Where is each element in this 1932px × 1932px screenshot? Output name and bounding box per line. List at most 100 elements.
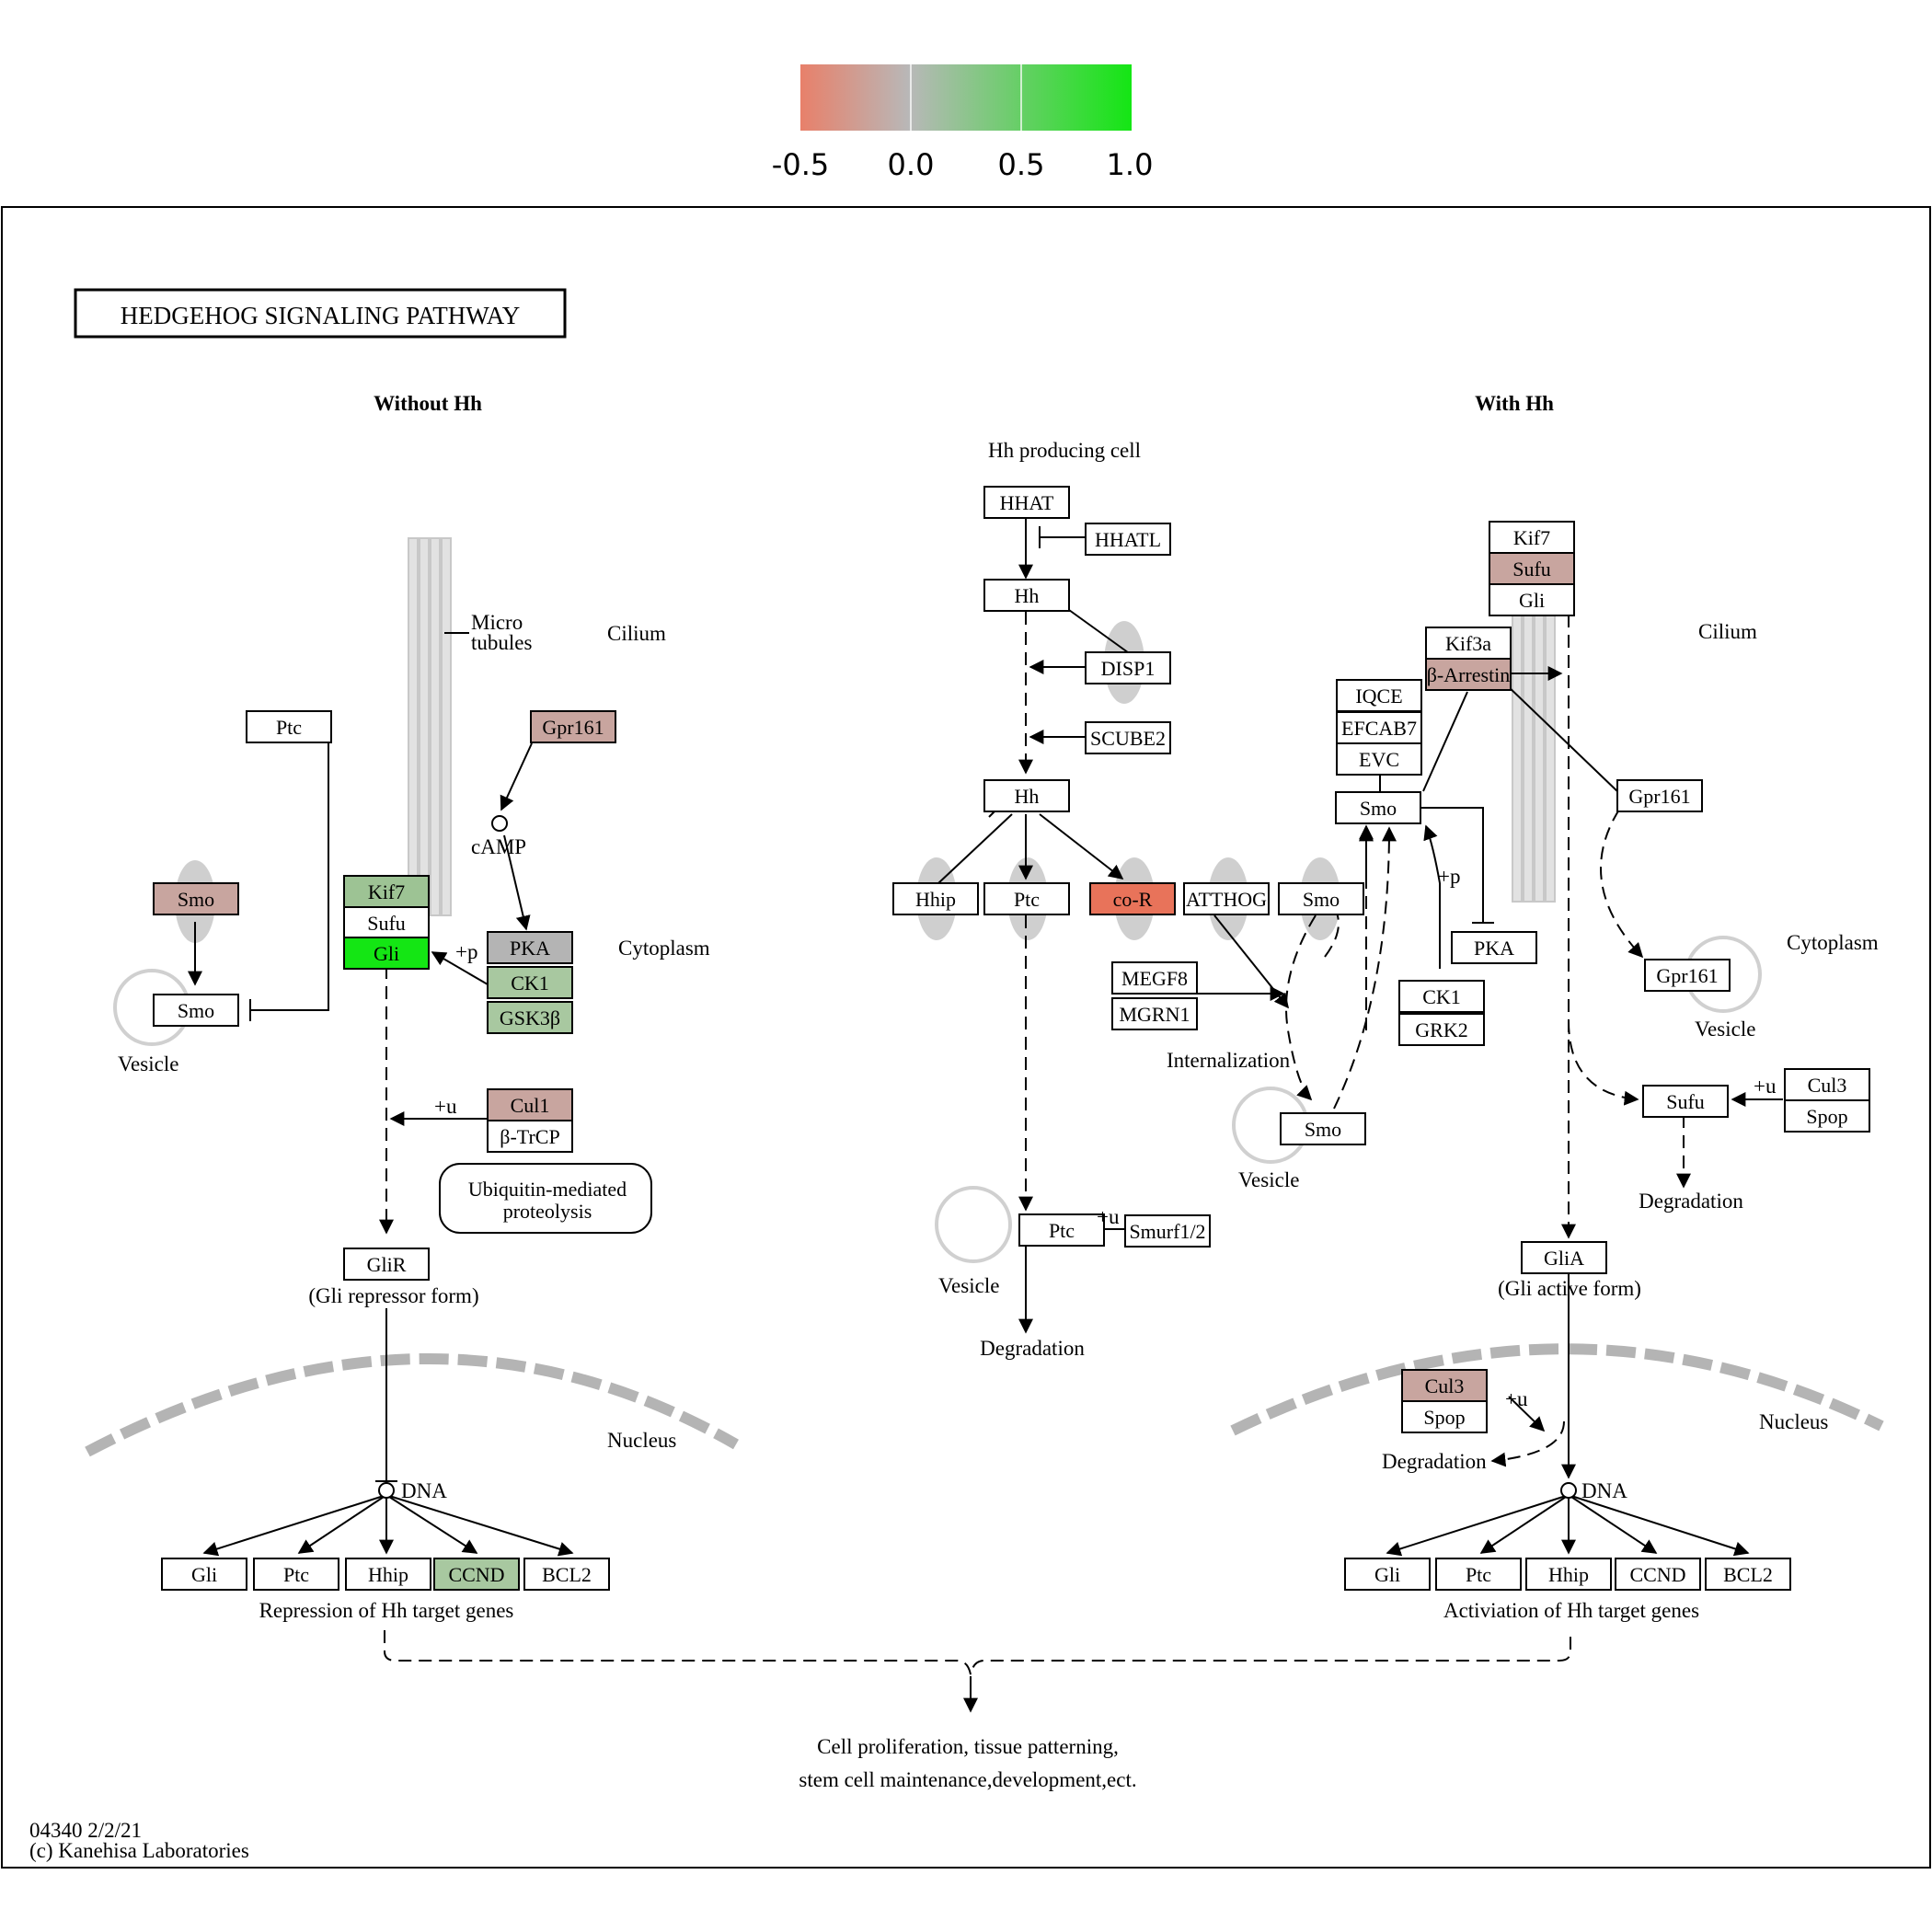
gene-node-right-t-ccnd[interactable]: CCND [1615,1558,1701,1591]
gene-node-right-glia[interactable]: GliA [1521,1241,1607,1274]
gene-node-left-t-gli[interactable]: Gli [161,1558,247,1591]
gene-node-mid-hhatl[interactable]: HHATL [1085,523,1171,556]
cilium-left-label: Cilium [607,622,666,645]
gene-node-label: β-TrCP [500,1125,559,1148]
plus-u-nuc-label: +u [1505,1387,1528,1410]
gene-node-label: CK1 [1422,985,1461,1008]
internalization-label: Internalization [1167,1049,1291,1072]
nucleus-right-label: Nucleus [1759,1410,1828,1433]
gene-node-label: Gpr161 [1628,785,1690,808]
gene-node-right-n-spop[interactable]: Spop [1401,1400,1488,1433]
gene-node-box [487,1001,573,1034]
glia-form-label: (Gli active form) [1498,1277,1641,1300]
gene-node-right-evc[interactable]: EVC [1336,742,1422,776]
gene-node-right-spop[interactable]: Spop [1784,1099,1870,1133]
gene-node-right-t-hhip[interactable]: Hhip [1525,1558,1612,1591]
gene-node-right-efcab7[interactable]: EFCAB7 [1336,711,1422,744]
gene-node-box [1336,742,1422,776]
gene-node-mid-hhip[interactable]: Hhip [892,882,979,915]
gene-node-label: CK1 [511,972,549,995]
gene-node-right-cul3[interactable]: Cul3 [1784,1068,1870,1101]
gene-node-right-barrestin[interactable]: β-Arrestin [1425,658,1512,691]
gene-node-box [1615,1558,1701,1591]
gene-node-box [345,1558,431,1591]
gene-node-label: Sufu [1512,558,1551,581]
gene-node-left-smo-vesicle[interactable]: Smo [153,994,239,1027]
gene-node-box [253,1558,339,1591]
gene-node-mid-disp1[interactable]: DISP1 [1085,651,1171,684]
plus-p-right-label: +p [1438,865,1460,888]
gene-node-right-smo[interactable]: Smo [1335,791,1421,824]
gene-node-left-ptc[interactable]: Ptc [246,710,332,743]
gene-node-box [1124,1214,1211,1248]
gene-node-right-t-gli[interactable]: Gli [1344,1558,1431,1591]
pathway-title: HEDGEHOG SIGNALING PATHWAY [121,302,521,329]
gene-node-box [1784,1099,1870,1133]
gene-node-right-n-cul3[interactable]: Cul3 [1401,1369,1488,1402]
gene-node-left-glir[interactable]: GliR [343,1248,430,1281]
gene-node-label: GSK3β [500,1006,560,1029]
gene-node-mid-ptc[interactable]: Ptc [983,882,1070,915]
gene-node-left-t-bcl2[interactable]: BCL2 [523,1558,610,1591]
gene-node-right-t-bcl2[interactable]: BCL2 [1705,1558,1791,1591]
diagram-labels: Micro tubules Cilium Cilium cAMP Cytopla… [29,611,1879,1862]
gene-node-right-ck1[interactable]: CK1 [1398,980,1485,1013]
gene-node-box [1085,523,1171,556]
gene-node-right-sufu[interactable]: Sufu [1489,552,1575,585]
gene-node-right-gpr161-vesicle[interactable]: Gpr161 [1644,959,1731,992]
gene-node-mid-mgrn1[interactable]: MGRN1 [1111,997,1198,1030]
gene-node-right-kif3a[interactable]: Kif3a [1425,627,1512,660]
gene-node-mid-hh1[interactable]: Hh [983,579,1070,612]
gene-node-label: PKA [1474,937,1514,960]
gene-node-left-t-ccnd[interactable]: CCND [433,1558,520,1591]
gene-node-right-grk2[interactable]: GRK2 [1398,1013,1485,1046]
gene-node-box [983,486,1070,519]
vesicle-left-label: Vesicle [118,1052,178,1075]
gene-node-mid-smo-mem[interactable]: Smo [1278,882,1364,915]
gene-node-left-gsk3b[interactable]: GSK3β [487,1001,573,1034]
gene-node-label: PKA [510,937,550,960]
activation-label: Activiation of Hh target genes [1443,1599,1699,1622]
gene-node-mid-megf8[interactable]: MEGF8 [1111,961,1198,995]
gene-node-right-t-ptc[interactable]: Ptc [1435,1558,1522,1591]
gene-node-left-gpr161[interactable]: Gpr161 [530,710,616,743]
gene-node-mid-scube2[interactable]: SCUBE2 [1085,721,1171,754]
plus-u-left-label: +u [434,1095,457,1118]
gene-node-box [1280,1112,1366,1145]
gene-node-mid-atthog[interactable]: ATTHOG [1183,882,1270,915]
gene-node-mid-hhat[interactable]: HHAT [983,486,1070,519]
gene-node-mid-hh2[interactable]: Hh [983,779,1070,812]
gene-node-right-iqce[interactable]: IQCE [1336,679,1422,712]
vesicle-mid2-label: Vesicle [1238,1168,1299,1191]
scale-tick-label: -0.5 [772,147,829,182]
gene-node-left-t-ptc[interactable]: Ptc [253,1558,339,1591]
gene-node-left-btrcp[interactable]: β-TrCP [487,1120,573,1153]
gene-node-right-sufu2[interactable]: Sufu [1642,1085,1729,1118]
gene-node-mid-smurf[interactable]: Smurf1/2 [1124,1214,1211,1248]
tubules-label: tubules [471,631,532,654]
gene-node-label: Hhip [368,1563,408,1586]
gene-node-left-kif7[interactable]: Kif7 [343,875,430,908]
plus-u-right-label: +u [1754,1075,1777,1098]
pathway-edges [188,515,1783,1713]
gene-node-mid-cor[interactable]: co-R [1089,882,1176,915]
gene-node-right-pka[interactable]: PKA [1451,931,1537,964]
gene-node-right-gli[interactable]: Gli [1489,583,1575,616]
gene-node-left-pka[interactable]: PKA [487,931,573,964]
gene-node-left-smo-top[interactable]: Smo [153,882,239,915]
gene-node-box [1344,1558,1431,1591]
gene-node-box [487,1088,573,1121]
gene-node-right-kif7[interactable]: Kif7 [1489,521,1575,554]
gene-node-left-ck1[interactable]: CK1 [487,966,573,999]
ubiquitin-box [439,1163,652,1234]
gene-node-left-gli[interactable]: Gli [343,937,430,970]
gene-node-mid-ptc-vesicle[interactable]: Ptc [1018,1213,1105,1247]
gene-node-label: Ptc [1049,1219,1075,1242]
gene-node-mid-smo-vesicle[interactable]: Smo [1280,1112,1366,1145]
gene-node-box [1278,882,1364,915]
gene-node-left-t-hhip[interactable]: Hhip [345,1558,431,1591]
gene-node-box [487,931,573,964]
gene-node-right-gpr161[interactable]: Gpr161 [1616,779,1703,812]
gene-node-left-sufu[interactable]: Sufu [343,906,430,939]
gene-node-left-cul1[interactable]: Cul1 [487,1088,573,1121]
